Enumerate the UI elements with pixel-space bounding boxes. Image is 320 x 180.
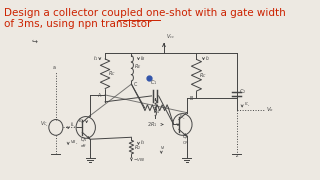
Text: $R_2$: $R_2$	[134, 143, 141, 152]
Text: A: A	[98, 93, 101, 98]
Text: $R_4$: $R_4$	[153, 107, 161, 116]
Text: ON: ON	[182, 141, 188, 145]
Text: $C_1$: $C_1$	[150, 78, 157, 87]
Text: $V_{cc}$: $V_{cc}$	[166, 32, 175, 41]
Text: $Q_2$: $Q_2$	[182, 132, 190, 141]
Text: $R_C$: $R_C$	[199, 71, 207, 80]
Text: a: a	[53, 65, 56, 70]
Text: $z$: $z$	[235, 152, 239, 159]
Text: $I_{C_2}$: $I_{C_2}$	[179, 112, 186, 122]
Text: $2R_1$: $2R_1$	[147, 120, 157, 129]
Text: $v_i$: $v_i$	[160, 144, 165, 152]
Text: $V_{C_1}$: $V_{C_1}$	[40, 120, 49, 129]
Text: $I_{L_1}$: $I_{L_1}$	[70, 120, 76, 130]
Text: Design a collector coupled one-shot with a gate width: Design a collector coupled one-shot with…	[4, 8, 286, 18]
Text: $C_2$: $C_2$	[239, 87, 247, 96]
Text: $I_1$: $I_1$	[93, 54, 98, 63]
Text: $I_3$: $I_3$	[140, 138, 146, 147]
Text: B: B	[189, 96, 193, 101]
Text: $R_C$: $R_C$	[108, 69, 116, 78]
Text: $R_E$: $R_E$	[134, 62, 141, 71]
Text: $I_2$: $I_2$	[205, 54, 211, 63]
Text: $\hookrightarrow$: $\hookrightarrow$	[29, 37, 38, 45]
Text: $V_o$: $V_o$	[266, 105, 274, 114]
Text: $I_B$: $I_B$	[140, 54, 146, 63]
Text: $-V_{BB}$: $-V_{BB}$	[133, 157, 145, 165]
Text: C: C	[134, 82, 137, 87]
Text: $Q_1$: $Q_1$	[80, 135, 88, 144]
Text: $v_{B_1}$: $v_{B_1}$	[70, 138, 78, 147]
Text: of 3ms, using npn transistor: of 3ms, using npn transistor	[4, 19, 151, 29]
Text: $I_{C_1}$: $I_{C_1}$	[78, 116, 85, 126]
Text: $I_{C_2}$: $I_{C_2}$	[244, 101, 250, 109]
Text: off: off	[80, 144, 86, 148]
